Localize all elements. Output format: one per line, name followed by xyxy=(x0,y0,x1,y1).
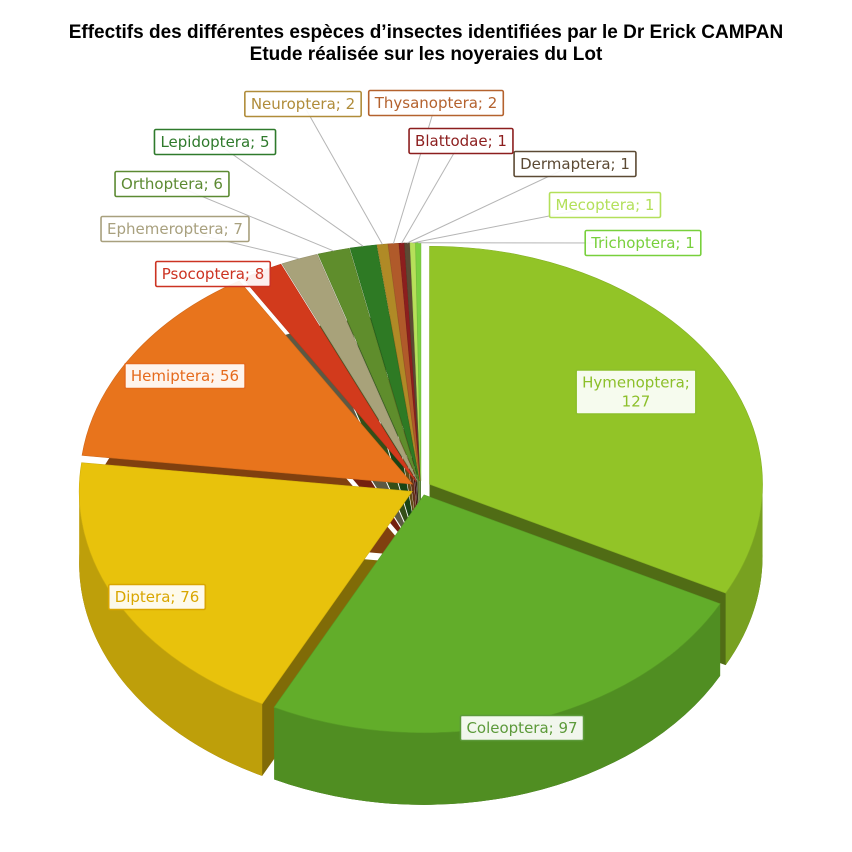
slice-side-hymenoptera xyxy=(725,484,763,666)
data-label-text: 127 xyxy=(622,393,651,411)
data-label-lepidoptera: Lepidoptera; 5 xyxy=(153,128,277,156)
data-label-text: Thysanoptera; 2 xyxy=(374,94,498,112)
slice-orthoptera[interactable] xyxy=(317,247,419,482)
data-label-psocoptera: Psocoptera; 8 xyxy=(154,260,272,288)
data-label-dermaptera: Dermaptera; 1 xyxy=(513,150,637,178)
data-label-neuroptera: Neuroptera; 2 xyxy=(244,90,362,118)
data-label-hymenoptera: Hymenoptera;127 xyxy=(575,369,697,415)
data-label-text: Lepidoptera; 5 xyxy=(160,133,269,151)
data-label-text: Neuroptera; 2 xyxy=(251,95,355,113)
leader-line-blattodae xyxy=(401,140,462,244)
data-label-thysanoptera: Thysanoptera; 2 xyxy=(367,89,505,117)
data-label-text: Psocoptera; 8 xyxy=(162,265,265,283)
chart-title-line-2: Etude réalisée sur les noyeraies du Lot xyxy=(249,44,603,65)
data-label-orthoptera: Orthoptera; 6 xyxy=(114,170,230,198)
leader-line-thysanoptera xyxy=(392,102,437,244)
chart-title-line-1: Effectifs des différentes espèces d’inse… xyxy=(68,22,784,43)
data-label-box xyxy=(548,191,662,219)
data-label-box xyxy=(107,583,207,611)
leader-line-lepidoptera xyxy=(214,141,364,247)
data-label-text: Hymenoptera; xyxy=(582,374,690,392)
data-label-box xyxy=(513,150,637,178)
data-label-blattodae: Blattodae; 1 xyxy=(408,127,514,155)
data-label-coleoptera: Coleoptera; 97 xyxy=(459,714,585,742)
data-labels: Hymenoptera;127 Coleoptera; 97 Diptera; 76… xyxy=(100,89,702,742)
slice-ephemeroptera[interactable] xyxy=(281,253,418,482)
slice-lepidoptera[interactable] xyxy=(349,244,420,481)
data-label-ephemeroptera: Ephemeroptera; 7 xyxy=(100,215,250,243)
pie-slices xyxy=(78,242,763,734)
data-label-mecoptera: Mecoptera; 1 xyxy=(548,191,662,219)
data-label-text: Trichoptera; 1 xyxy=(590,234,695,252)
data-label-box xyxy=(154,260,272,288)
data-label-trichoptera: Trichoptera; 1 xyxy=(584,229,702,257)
slice-hemiptera[interactable] xyxy=(81,280,414,485)
chart-title: Effectifs des différentes espèces d’inse… xyxy=(0,22,852,66)
data-label-text: Blattodae; 1 xyxy=(415,132,507,150)
slice-side-coleoptera xyxy=(274,603,721,805)
data-label-text: Orthoptera; 6 xyxy=(121,175,223,193)
slice-hymenoptera[interactable] xyxy=(429,245,763,594)
data-label-box xyxy=(124,362,246,390)
data-label-box xyxy=(114,170,230,198)
data-label-box xyxy=(244,90,362,118)
slice-side-diptera xyxy=(79,491,263,776)
data-label-diptera: Diptera; 76 xyxy=(107,583,207,611)
data-label-text: Coleoptera; 97 xyxy=(466,719,577,737)
data-label-box xyxy=(575,369,697,415)
data-label-box xyxy=(100,215,250,243)
leader-line-neuroptera xyxy=(302,103,383,245)
data-label-text: Mecoptera; 1 xyxy=(556,196,655,214)
data-label-box xyxy=(584,229,702,257)
data-label-text: Ephemeroptera; 7 xyxy=(107,220,243,238)
data-label-box xyxy=(459,714,585,742)
data-label-text: Hemiptera; 56 xyxy=(131,367,239,385)
data-label-text: Dermaptera; 1 xyxy=(520,155,630,173)
data-label-box xyxy=(408,127,514,155)
data-label-box xyxy=(153,128,277,156)
data-label-text: Diptera; 76 xyxy=(115,588,200,606)
data-label-box xyxy=(367,89,505,117)
slice-neuroptera[interactable] xyxy=(376,243,421,481)
pie-walls xyxy=(79,484,763,805)
data-label-hemiptera: Hemiptera; 56 xyxy=(124,362,246,390)
